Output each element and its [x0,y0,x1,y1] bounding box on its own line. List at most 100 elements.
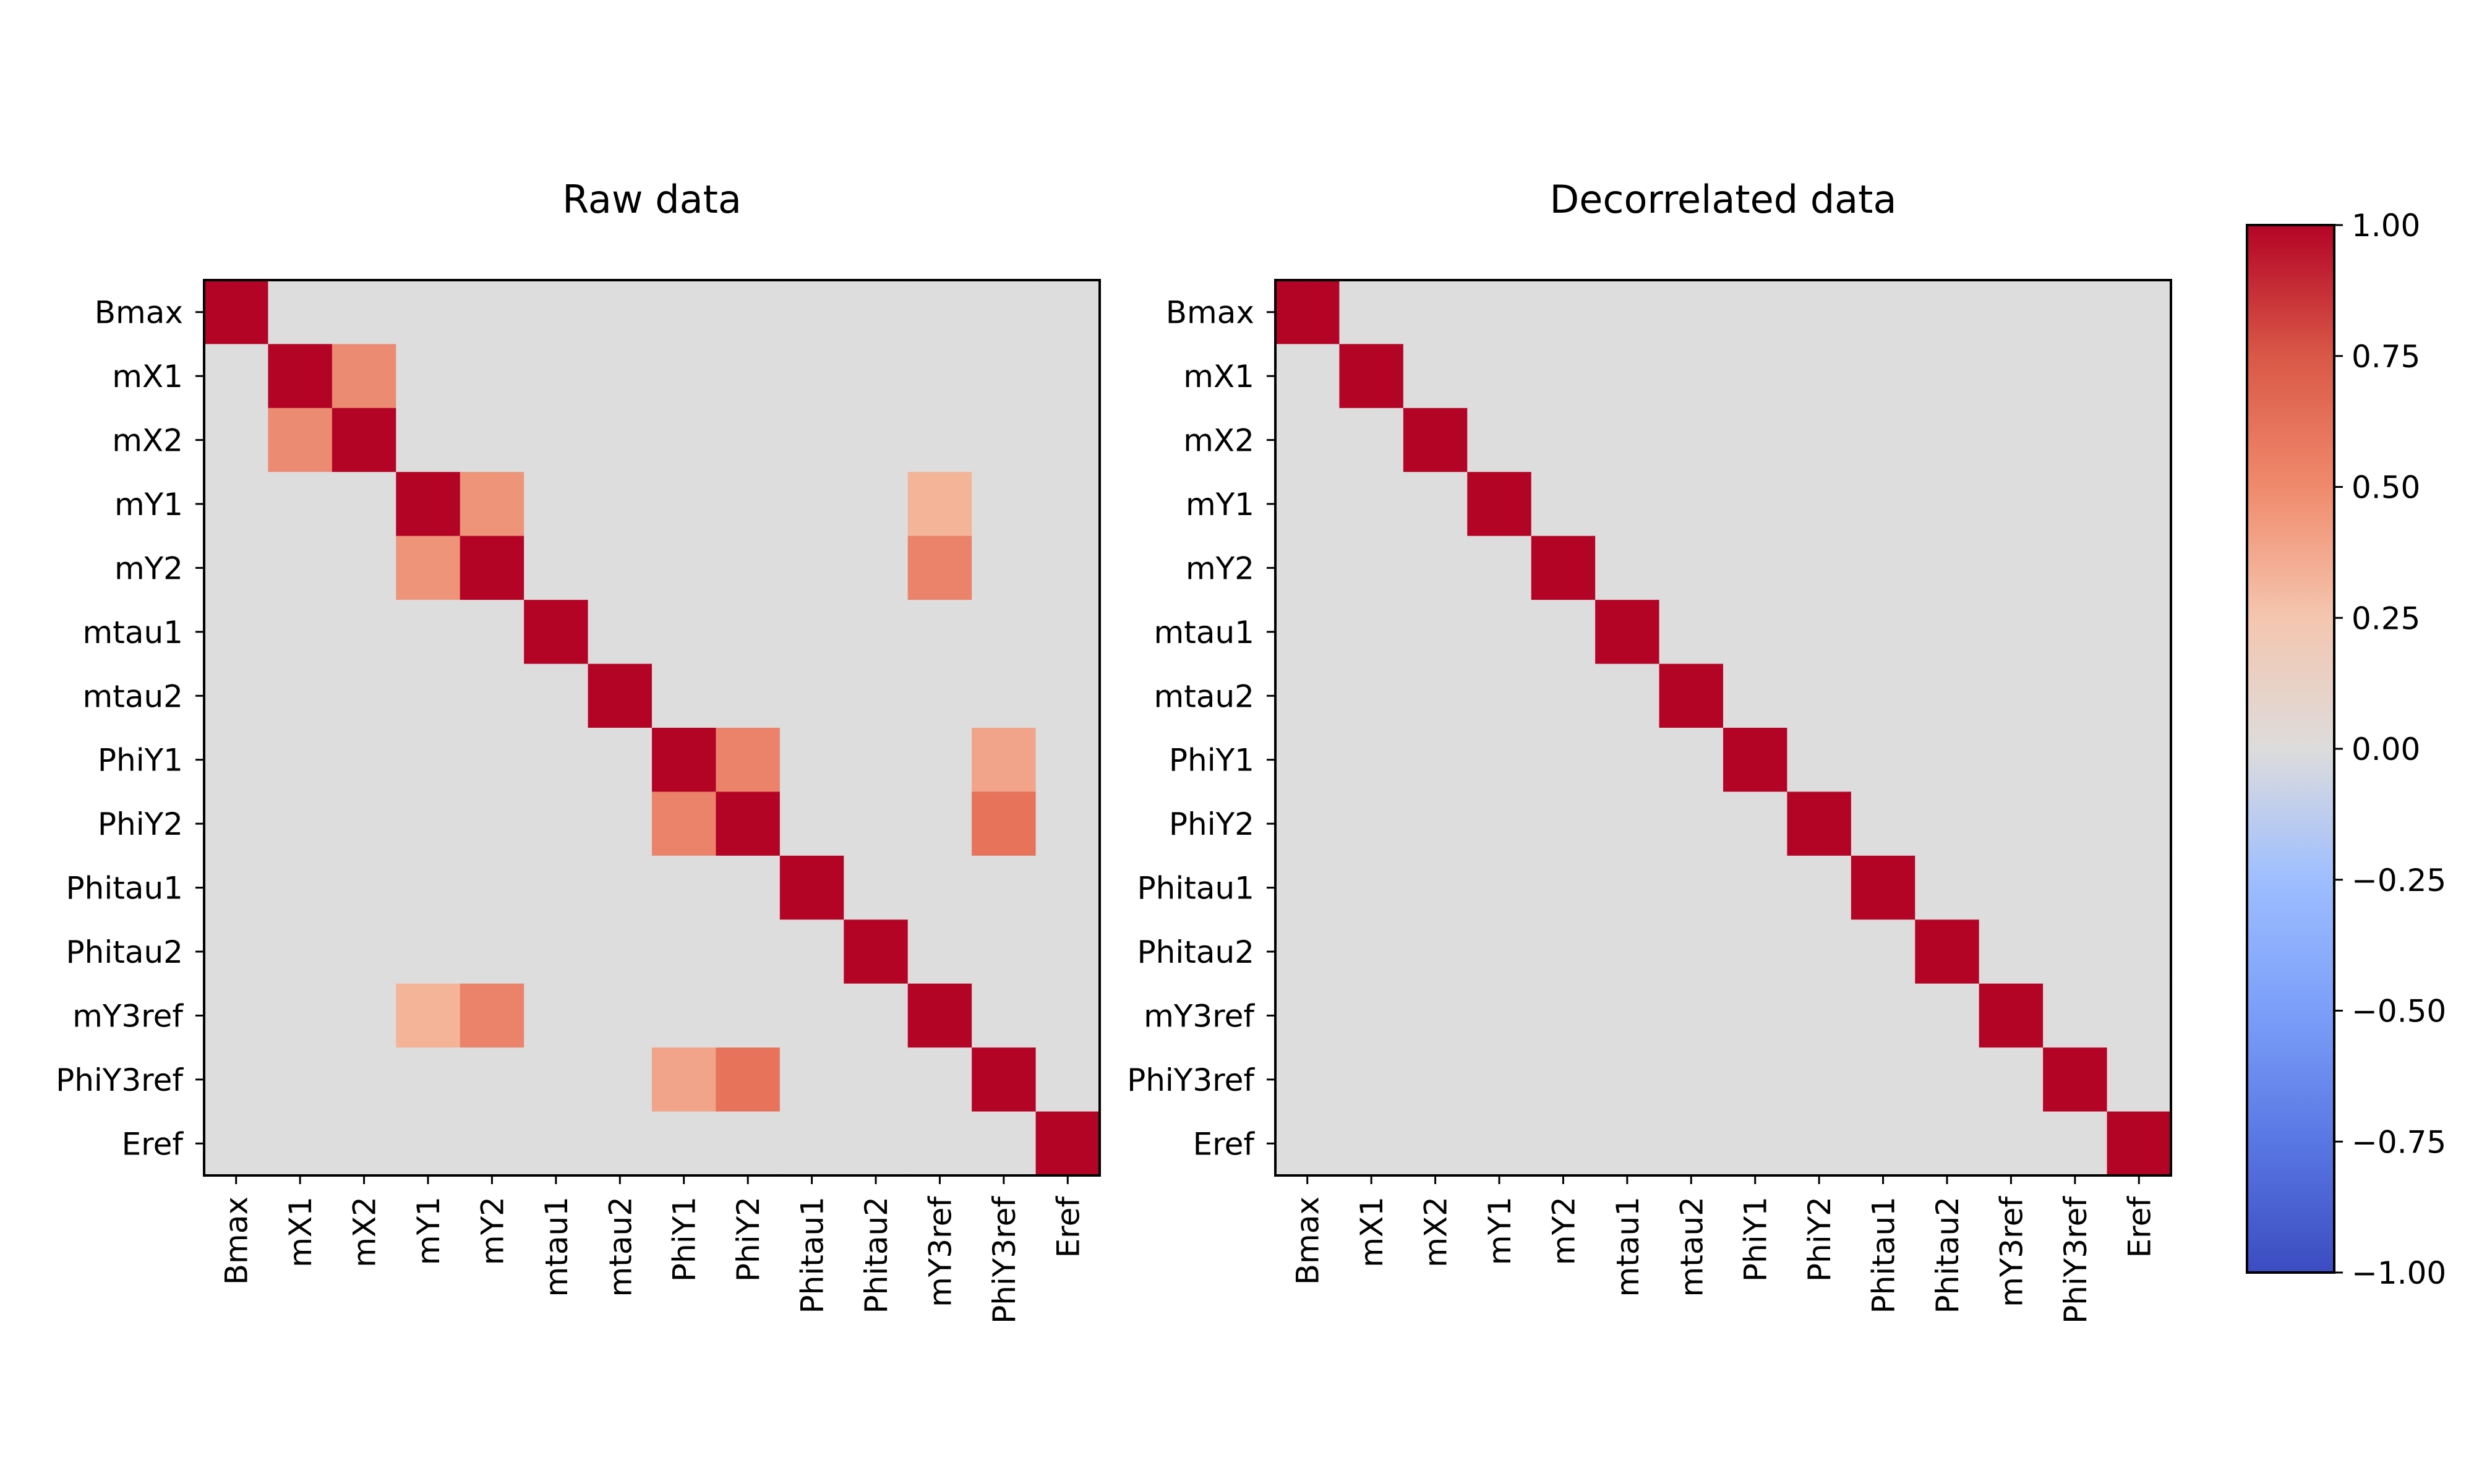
heatmap-cell [907,535,972,600]
heatmap-cell [1339,280,1404,345]
heatmap-cells [204,280,1100,1176]
heatmap-cell [1915,280,1980,345]
heatmap-cell [1035,855,1100,920]
heatmap-cell [460,280,524,345]
heatmap-cell [1787,535,1852,600]
heatmap-cell [1403,728,1468,793]
heatmap-cell [1531,535,1596,600]
heatmap-cell [524,855,589,920]
heatmap-cell [268,407,333,472]
heatmap-cell [1915,791,1980,856]
y-tick-label: mY2 [114,550,183,586]
heatmap-cell [268,728,333,793]
heatmap-cell [396,535,461,600]
heatmap-cell [652,600,717,665]
heatmap-cell [524,663,589,728]
heatmap-cell [972,600,1037,665]
heatmap-cell [2043,728,2108,793]
heatmap-cell [2107,728,2172,793]
heatmap-cell [907,344,972,409]
x-tick-label: PhiY2 [730,1196,766,1282]
heatmap-cell [1787,600,1852,665]
heatmap-cell [972,535,1037,600]
heatmap-cell [524,919,589,984]
heatmap-cell [779,600,844,665]
x-tick-label: PhiY2 [1802,1196,1838,1282]
heatmap-cell [524,728,589,793]
heatmap-cell [2107,280,2172,345]
heatmap-cell [907,919,972,984]
heatmap-cell [844,407,909,472]
heatmap-cell [1531,1111,1596,1176]
heatmap-cell [1851,791,1915,856]
x-tick-label: Phitau1 [1866,1196,1902,1313]
heatmap-cell [716,344,781,409]
heatmap-cell [204,791,269,856]
heatmap-cell [2043,535,2108,600]
x-tick-label: Bmax [1290,1196,1326,1285]
heatmap-cell [1979,407,2044,472]
heatmap-cell [716,280,781,345]
heatmap-cell [1339,1111,1404,1176]
heatmap-cell [2043,663,2108,728]
heatmap-cell [1403,280,1468,345]
colorbar-tick-label: −1.00 [2352,1255,2446,1291]
heatmap-cell [1659,280,1724,345]
heatmap-cell [268,855,333,920]
heatmap-cell [1275,728,1340,793]
heatmap-title: Raw data [562,177,742,222]
heatmap-cell [1915,983,1980,1048]
heatmap-cell [1915,1111,1980,1176]
heatmap-cell [1403,855,1468,920]
heatmap-cell [972,1047,1037,1112]
y-tick-label: Bmax [95,295,183,331]
heatmap-cell [844,1111,909,1176]
heatmap-cell [652,1111,717,1176]
heatmap-cell [1275,472,1340,537]
heatmap-cell [1787,280,1852,345]
heatmap-cell [1339,407,1404,472]
heatmap-cell [268,280,333,345]
heatmap-cell [268,791,333,856]
colorbar-tick-label: 1.00 [2352,208,2420,244]
y-tick-label: mY1 [114,487,183,522]
heatmap-cell [460,535,524,600]
heatmap-cell [1787,663,1852,728]
x-tick-label: mX2 [1418,1196,1454,1268]
heatmap-cell [1723,791,1788,856]
heatmap-cell [588,280,653,345]
heatmap-cell [779,1111,844,1176]
heatmap-cell [1531,791,1596,856]
heatmap-cell [268,1047,333,1112]
heatmap-cell [1659,663,1724,728]
y-tick-label: mX2 [1183,423,1254,459]
heatmap-cell [1467,407,1532,472]
heatmap-cell [1339,535,1404,600]
heatmap-cell [2043,407,2108,472]
heatmap-cell [460,1111,524,1176]
heatmap-cell [1659,535,1724,600]
heatmap-cell [1979,344,2044,409]
heatmap-cell [524,1111,589,1176]
x-tick-label: mX1 [283,1196,319,1268]
heatmap-cell [1595,344,1660,409]
heatmap-cell [1979,919,2044,984]
heatmap-cell [204,344,269,409]
heatmap-cell [1467,728,1532,793]
heatmap-cell [1403,344,1468,409]
heatmap-cell [844,1047,909,1112]
plot-frame [203,279,1101,1177]
heatmap-cell [1787,344,1852,409]
heatmap-cell [1851,280,1915,345]
heatmap-cell [1035,407,1100,472]
heatmap-cell [907,983,972,1048]
heatmap-cell [1467,344,1532,409]
heatmap-cell [1723,472,1788,537]
heatmap-cell [907,855,972,920]
y-tick-label: mY3ref [72,998,184,1034]
heatmap-cell [1851,344,1915,409]
heatmap-cell [1787,472,1852,537]
heatmap-cell [1787,919,1852,984]
colorbar-tick-label: 0.25 [2352,600,2420,636]
heatmap-cell [1979,472,2044,537]
